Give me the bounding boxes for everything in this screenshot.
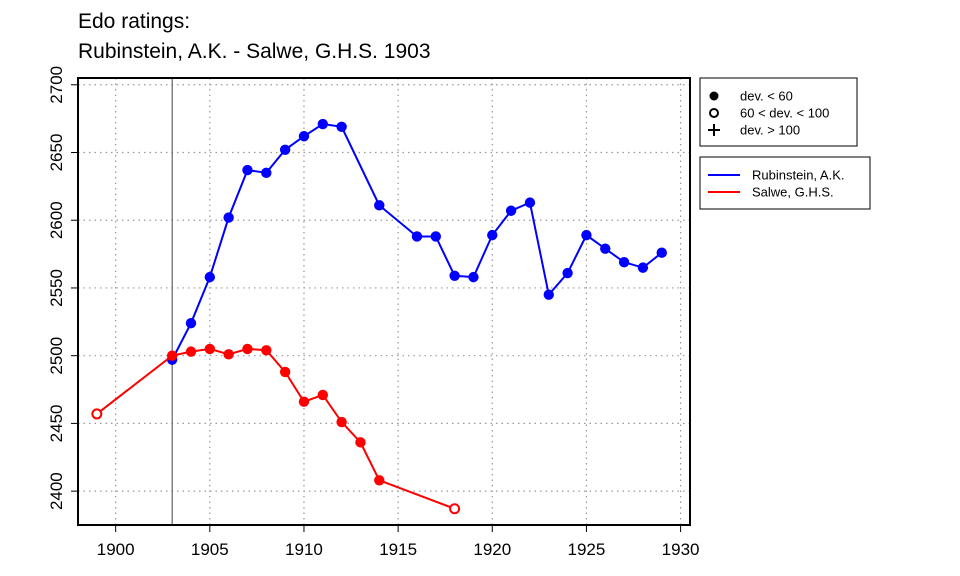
plot-frame (77, 77, 691, 526)
legend-series-label-1: Salwe, G.H.S. (752, 185, 834, 200)
legend-deviation-box (699, 77, 858, 147)
data-point-0-1921 (505, 205, 517, 216)
y-tick-label-2550: 2550 (47, 269, 66, 307)
x-axis: 1900 1905 1910 1915 1920 1925 1930 (97, 525, 700, 559)
y-tick-label-2500: 2500 (47, 337, 66, 375)
legend-deviation-label-1: 60 < dev. < 100 (740, 106, 829, 121)
data-point-0-1919 (468, 271, 479, 283)
data-point-0-1905 (204, 271, 216, 283)
data-point-0-1922 (524, 197, 536, 208)
data-point-1-1904 (185, 346, 197, 357)
legend-deviation: dev. < 60 60 < dev. < 100 dev. > 100 (699, 77, 858, 147)
data-point-1-1906 (223, 349, 234, 360)
x-tick-label-1915: 1915 (379, 540, 417, 559)
data-point-0-1912 (336, 121, 347, 132)
legend-deviation-label-2: dev. > 100 (740, 123, 800, 138)
data-point-0-1920 (487, 229, 498, 241)
data-point-0-1929 (656, 247, 667, 258)
data-point-1-1903 (166, 350, 178, 361)
chart-title-line-1: Edo ratings: (78, 10, 191, 33)
y-tick-label-2650: 2650 (47, 134, 66, 172)
data-point-1-1913 (355, 437, 366, 448)
series-line-1 (96, 347, 455, 510)
y-tick-label-2400: 2400 (47, 472, 66, 510)
data-point-0-1904 (185, 317, 197, 329)
data-point-0-1911 (317, 118, 328, 130)
series-1 (91, 343, 461, 515)
data-point-0-1910 (298, 131, 310, 142)
x-tick-label-1920: 1920 (473, 540, 511, 559)
data-point-1-1908 (261, 345, 272, 356)
data-point-0-1926 (600, 243, 611, 254)
data-point-0-1928 (637, 262, 649, 273)
legend-players: Rubinstein, A.K. Salwe, G.H.S. (699, 156, 871, 210)
x-tick-label-1910: 1910 (285, 540, 323, 559)
data-point-1-1918 (449, 503, 461, 515)
data-point-0-1923 (543, 289, 554, 300)
series-line-0 (171, 123, 663, 361)
data-point-1-1909 (279, 366, 291, 378)
data-point-0-1924 (562, 267, 573, 279)
y-tick-label-2450: 2450 (47, 404, 66, 442)
x-tick-label-1900: 1900 (97, 540, 135, 559)
legend-open-circle-icon (709, 108, 719, 118)
data-point-0-1927 (618, 257, 630, 268)
y-tick-label-2700: 2700 (47, 66, 66, 104)
data-point-1-1911 (317, 389, 328, 401)
y-axis: 2400 2450 2500 2550 2600 2650 2700 (47, 66, 78, 510)
legend-plus-icon (708, 124, 720, 136)
data-point-1-1910 (298, 396, 310, 407)
data-point-0-1917 (430, 231, 441, 242)
data-point-1-1905 (204, 343, 216, 355)
chart-title-line-2: Rubinstein, A.K. - Salwe, G.H.S. 1903 (78, 40, 431, 63)
data-point-1-1899 (91, 408, 103, 420)
x-tick-label-1905: 1905 (191, 540, 229, 559)
data-point-0-1916 (411, 231, 423, 242)
series-0 (166, 118, 667, 365)
data-point-1-1907 (242, 343, 253, 355)
series-layer (91, 118, 667, 515)
data-point-1-1912 (336, 416, 347, 428)
data-point-0-1909 (279, 144, 291, 155)
data-point-0-1914 (374, 200, 385, 211)
data-point-0-1906 (223, 212, 234, 223)
x-tick-label-1930: 1930 (662, 540, 700, 559)
x-tick-label-1925: 1925 (568, 540, 606, 559)
data-point-1-1914 (374, 475, 385, 486)
legend-filled-circle-icon (709, 91, 719, 101)
legend-players-box (699, 156, 871, 210)
data-point-0-1907 (242, 164, 253, 176)
y-tick-label-2600: 2600 (47, 201, 66, 239)
data-point-0-1908 (261, 167, 272, 179)
legend-deviation-label-0: dev. < 60 (740, 89, 793, 104)
legend-series-label-0: Rubinstein, A.K. (752, 168, 845, 183)
data-point-0-1918 (449, 270, 460, 281)
data-point-0-1925 (581, 229, 592, 241)
grid-lines (78, 78, 690, 525)
